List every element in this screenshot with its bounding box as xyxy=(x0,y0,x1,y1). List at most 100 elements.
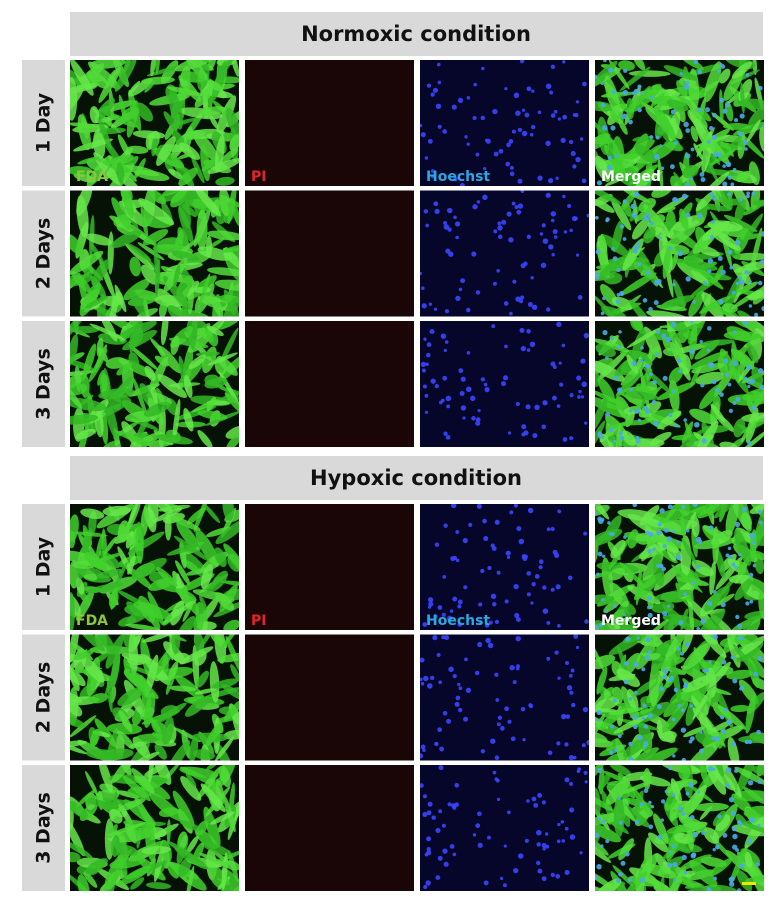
nucleus xyxy=(453,215,457,220)
cell xyxy=(595,697,619,711)
cell xyxy=(157,374,188,398)
cell xyxy=(651,509,688,524)
cell xyxy=(693,802,729,812)
nucleus xyxy=(434,208,440,215)
nucleus xyxy=(680,708,685,713)
cell xyxy=(681,634,694,654)
cell xyxy=(166,541,205,556)
nucleus xyxy=(422,622,428,627)
nucleus xyxy=(508,237,514,243)
nucleus xyxy=(643,788,649,794)
cell xyxy=(132,736,151,759)
cell xyxy=(172,790,195,827)
nucleus xyxy=(595,510,598,516)
nucleus xyxy=(576,375,582,381)
nucleus xyxy=(720,729,726,735)
cell xyxy=(683,726,706,738)
nucleus xyxy=(596,710,602,716)
nucleus xyxy=(504,706,509,712)
nucleus xyxy=(564,869,570,876)
nucleus xyxy=(731,290,736,295)
nucleus xyxy=(464,135,468,139)
cell xyxy=(595,571,611,581)
nucleus xyxy=(519,60,525,64)
cell xyxy=(179,766,219,778)
micrograph xyxy=(245,504,414,630)
nucleus xyxy=(650,805,655,809)
nucleus xyxy=(522,737,526,742)
nucleus xyxy=(577,295,583,300)
nucleus xyxy=(482,166,487,171)
nucleus xyxy=(483,536,489,542)
cell xyxy=(613,715,649,734)
cell xyxy=(173,264,181,288)
nucleus xyxy=(683,870,688,875)
nucleus xyxy=(442,129,448,134)
cell xyxy=(715,765,724,777)
nucleus xyxy=(717,255,723,261)
cell xyxy=(595,765,611,787)
nucleus xyxy=(524,838,529,843)
cell xyxy=(70,818,85,857)
nucleus xyxy=(514,612,520,619)
nucleus xyxy=(683,681,688,686)
cell xyxy=(595,190,622,205)
cell xyxy=(154,743,167,760)
cell xyxy=(77,114,91,151)
nucleus xyxy=(563,230,568,234)
nucleus xyxy=(595,215,599,220)
nucleus xyxy=(723,707,728,712)
nucleus xyxy=(463,716,469,722)
nucleus xyxy=(662,674,667,679)
cell xyxy=(115,430,152,447)
nucleus xyxy=(605,411,611,417)
cell xyxy=(193,749,215,760)
nucleus xyxy=(492,602,497,607)
nucleus xyxy=(738,197,743,202)
nucleus xyxy=(521,108,526,112)
nucleus xyxy=(751,540,757,545)
cell xyxy=(72,531,108,537)
nucleus xyxy=(477,811,482,817)
cell xyxy=(70,702,83,717)
cell xyxy=(201,842,232,856)
nucleus xyxy=(477,641,483,648)
nucleus xyxy=(504,86,508,91)
cell xyxy=(680,517,687,538)
nucleus xyxy=(672,754,676,758)
micrograph xyxy=(595,60,764,186)
nucleus xyxy=(529,132,534,137)
nucleus xyxy=(441,635,446,640)
nucleus xyxy=(709,191,715,197)
cell xyxy=(595,101,615,112)
cell xyxy=(206,325,224,336)
cell xyxy=(225,430,239,447)
cell xyxy=(168,168,183,180)
nucleus xyxy=(725,161,732,168)
cell xyxy=(699,765,709,786)
cell xyxy=(714,265,724,283)
nucleus xyxy=(550,218,555,223)
nucleus xyxy=(438,680,443,685)
nucleus xyxy=(623,535,627,539)
cell xyxy=(694,265,724,290)
cell xyxy=(123,668,149,690)
cell xyxy=(160,321,169,346)
cell xyxy=(620,780,654,795)
nucleus xyxy=(720,602,726,608)
nucleus xyxy=(637,262,642,267)
nucleus xyxy=(659,144,663,148)
cell xyxy=(167,305,189,317)
nucleus xyxy=(597,431,602,436)
nucleus xyxy=(618,872,623,877)
nucleus xyxy=(481,66,485,71)
nucleus xyxy=(732,400,737,406)
nucleus xyxy=(475,823,481,829)
micrograph xyxy=(420,504,589,630)
nucleus xyxy=(696,626,700,630)
cell xyxy=(199,594,208,611)
nucleus xyxy=(430,169,435,173)
nucleus xyxy=(548,177,554,184)
cell xyxy=(127,243,152,261)
cell xyxy=(673,171,689,186)
